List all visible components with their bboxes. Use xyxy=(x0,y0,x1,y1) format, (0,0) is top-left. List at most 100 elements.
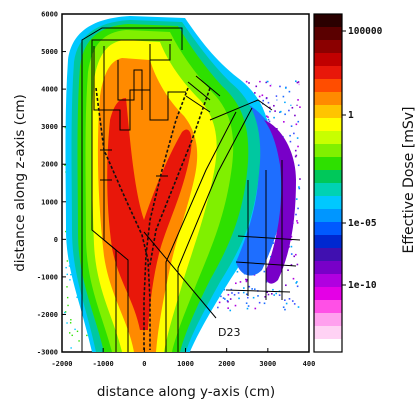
speckle-dot xyxy=(254,307,257,310)
speckle-dot xyxy=(293,255,296,258)
colorbar-swatch xyxy=(314,339,342,353)
speckle-dot xyxy=(298,187,301,190)
speckle-dot xyxy=(269,110,271,113)
speckle-dot xyxy=(226,299,229,302)
speckle-dot xyxy=(242,291,245,294)
speckle-dot xyxy=(251,288,253,290)
speckle-dot xyxy=(257,295,259,297)
speckle-dot xyxy=(296,222,299,224)
speckle-dot xyxy=(74,328,76,331)
speckle-dot xyxy=(252,296,255,299)
colorbar-swatch xyxy=(314,66,342,80)
speckle-dot xyxy=(76,330,79,333)
speckle-dot xyxy=(299,178,301,180)
y-tick-label: 4000 xyxy=(41,86,58,94)
y-tick-label: 1000 xyxy=(41,198,58,206)
speckle-dot xyxy=(295,213,297,216)
building-outline xyxy=(209,15,301,105)
speckle-dot xyxy=(263,270,266,273)
speckle-dot xyxy=(294,80,297,83)
speckle-dot xyxy=(269,106,271,109)
x-tick-label: 400 xyxy=(303,360,316,368)
x-tick-label: -1000 xyxy=(93,360,114,368)
colorbar-title: Effective Dose [mSv] xyxy=(401,107,416,254)
colorbar-label: 100000 xyxy=(348,26,383,37)
speckle-dot xyxy=(272,242,275,244)
annotation-pointer xyxy=(143,231,217,319)
y-axis-title: distance along z-axis (cm) xyxy=(12,94,28,272)
speckle-dot xyxy=(284,87,287,89)
speckle-dot xyxy=(247,305,250,307)
speckle-dot xyxy=(297,145,299,148)
speckle-dot xyxy=(279,110,282,113)
colorbar-swatch xyxy=(314,222,342,236)
speckle-dot xyxy=(246,307,249,310)
colorbar-swatch xyxy=(314,313,342,327)
speckle-dot xyxy=(253,288,256,290)
y-tick-label: 0 xyxy=(54,236,58,244)
speckle-dot xyxy=(272,288,274,291)
colorbar-swatch xyxy=(314,170,342,184)
speckle-dot xyxy=(282,306,285,309)
speckle-dot xyxy=(294,114,296,117)
speckle-dot xyxy=(293,132,295,135)
speckle-dot xyxy=(67,304,69,307)
speckle-dot xyxy=(290,104,292,106)
speckle-dot xyxy=(255,85,258,88)
speckle-dot xyxy=(292,277,295,280)
speckle-dot xyxy=(265,115,268,118)
speckle-dot xyxy=(236,270,239,273)
colorbar-swatch xyxy=(314,261,342,275)
y-tick-label: 2000 xyxy=(41,161,58,169)
speckle-dot xyxy=(273,104,275,107)
speckle-dot xyxy=(290,235,293,238)
colorbar-swatch xyxy=(314,157,342,171)
speckle-dot xyxy=(227,293,230,296)
speckle-dot xyxy=(258,95,261,98)
speckle-dot xyxy=(71,334,73,337)
speckle-dot xyxy=(245,302,248,305)
speckle-dot xyxy=(293,303,296,305)
colorbar-swatch xyxy=(314,131,342,145)
y-axis-ticks: 6000 5000 4000 3000 2000 1000 0 -1000 -2000 -3000 xyxy=(37,11,66,357)
colorbar-swatch xyxy=(314,79,342,93)
speckle-dot xyxy=(68,265,71,267)
speckle-dot xyxy=(66,296,69,299)
speckle-dot xyxy=(224,298,226,300)
speckle-dot xyxy=(284,308,286,311)
speckle-dot xyxy=(64,311,67,313)
speckle-dot xyxy=(239,281,242,283)
speckle-dot xyxy=(268,120,271,123)
colorbar-swatch xyxy=(314,144,342,158)
annotation-label: D23 xyxy=(218,326,240,339)
speckle-dot xyxy=(66,322,68,324)
speckle-dot xyxy=(298,186,300,188)
beamlines xyxy=(95,87,211,350)
speckle-dot xyxy=(246,296,249,299)
speckle-dot xyxy=(266,280,268,282)
plot-area: D23 xyxy=(61,13,310,353)
speckle-dot xyxy=(285,284,287,287)
colorbar-swatch xyxy=(314,287,342,301)
speckle-dot xyxy=(265,281,268,283)
speckle-dot xyxy=(229,309,232,312)
speckle-dot xyxy=(284,113,286,116)
speckle-dot xyxy=(233,293,236,296)
speckle-dot xyxy=(283,121,285,123)
speckle-dot xyxy=(288,90,291,93)
speckle-dot xyxy=(269,84,272,87)
speckle-dot xyxy=(296,285,299,288)
speckle-dot xyxy=(291,106,294,109)
speckle-dot xyxy=(295,253,297,256)
speckle-dot xyxy=(222,297,225,299)
speckle-dot xyxy=(70,273,72,276)
speckle-dot xyxy=(243,287,245,289)
speckle-dot xyxy=(248,82,250,84)
speckle-dot xyxy=(235,282,237,285)
speckle-dot xyxy=(275,95,278,97)
speckle-dot xyxy=(237,292,240,294)
speckle-dot xyxy=(296,104,298,106)
speckle-dot xyxy=(66,260,69,262)
speckle-dot xyxy=(266,80,269,83)
